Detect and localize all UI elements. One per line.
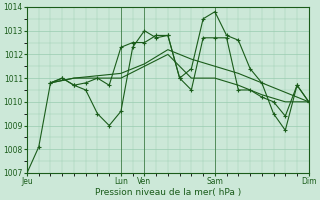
X-axis label: Pression niveau de la mer( hPa ): Pression niveau de la mer( hPa ) [95, 188, 241, 197]
